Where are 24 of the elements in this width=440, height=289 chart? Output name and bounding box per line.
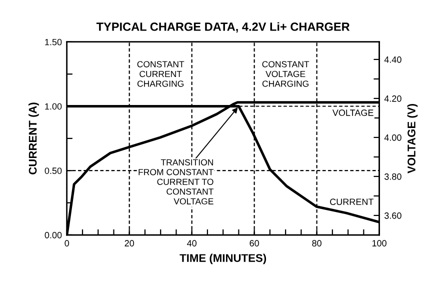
x-tick-label: 100 <box>372 240 386 246</box>
y2-tick-label: 3.80 <box>384 173 402 180</box>
series-label: CURRENT <box>330 198 374 206</box>
chart-title: TYPICAL CHARGE DATA, 4.2V Li+ CHARGER <box>96 22 350 33</box>
x-tick-label: 20 <box>124 240 134 246</box>
y2-tick-label: 3.60 <box>384 212 402 219</box>
y2-tick-label: 4.20 <box>384 95 402 102</box>
y2-axis-title: VOLTAGE (V) <box>407 104 418 174</box>
y2-tick-label: 4.40 <box>384 56 402 63</box>
series-label: VOLTAGE <box>332 110 374 116</box>
y-tick-label: 1.00 <box>45 103 62 110</box>
y-tick-label: 0.50 <box>44 168 62 174</box>
x-axis-title: TIME (MINUTES) <box>180 254 266 264</box>
y-tick-label: 1.50 <box>45 38 62 46</box>
x-tick-label: 60 <box>250 240 259 246</box>
annotation: CONSTANT VOLTAGE CHARGING <box>262 61 310 87</box>
y2-tick-label: 4.00 <box>384 134 402 141</box>
x-tick-label: 0 <box>64 240 70 246</box>
x-tick-label: 40 <box>187 240 197 246</box>
x-tick-label: 80 <box>312 240 322 246</box>
y-tick-label: 0.00 <box>44 232 62 238</box>
y-axis-title: CURRENT (A) <box>28 102 39 174</box>
annotation: CONSTANT CURRENT CHARGING <box>137 61 184 87</box>
annotation: TRANSITION FROM CONSTANT CURRENT TO CONSTANT VOLTAGE <box>138 159 214 204</box>
